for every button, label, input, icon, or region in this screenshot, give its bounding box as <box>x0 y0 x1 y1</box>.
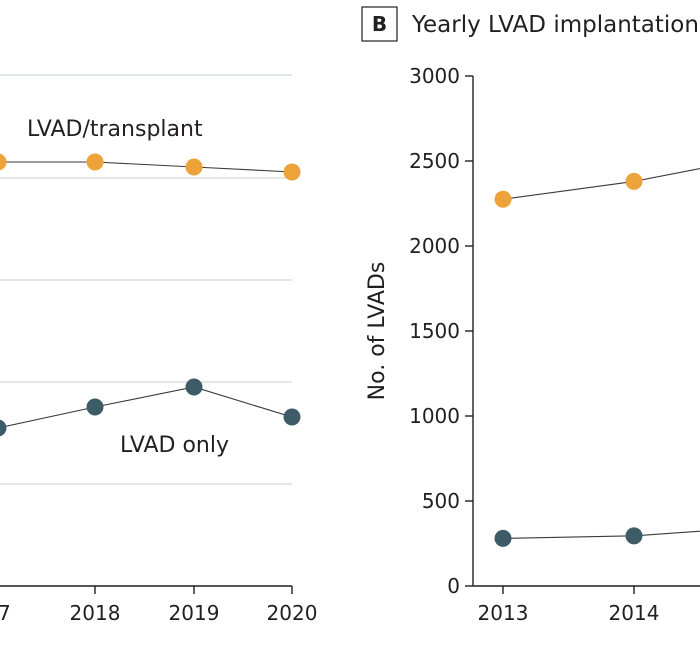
panel-a-data-point <box>86 153 104 171</box>
panel-a-data-point <box>86 398 104 416</box>
panel-b-data-point <box>625 527 643 545</box>
panel-b-y-tick-label: 2500 <box>409 149 460 173</box>
panel-b-x-tick-label: 2014 <box>609 601 660 625</box>
panel-a-data-point <box>0 153 7 171</box>
panel-a-data-point <box>283 408 301 426</box>
panel-a-series-line <box>0 161 293 173</box>
panel-b-y-tick-label: 500 <box>422 489 460 513</box>
panel-a-series-line <box>0 386 293 429</box>
panel-b-y-tick-label: 1000 <box>409 404 460 428</box>
panel-b-badge-letter: B <box>372 12 387 36</box>
panel-a: 17 2018 2019 2020 LVAD/transplant LVAD only <box>0 74 318 625</box>
panel-b-data-point <box>494 529 512 547</box>
panel-a-x-tick-label: 2020 <box>267 601 318 625</box>
panel-a-data-point <box>185 378 203 396</box>
panel-b-y-tick-label: 2000 <box>409 234 460 258</box>
panel-a-x-tick-label: 2018 <box>70 601 121 625</box>
panel-b-data-point <box>625 172 643 190</box>
panel-a-series-label-transplant: LVAD/transplant <box>27 117 203 142</box>
panel-a-x-tick-label: 17 <box>0 601 11 625</box>
panel-a-x-tick-label: 2019 <box>169 601 220 625</box>
panel-b-x-tick-label: 2013 <box>478 601 529 625</box>
panel-b-y-tick-label: 1500 <box>409 319 460 343</box>
panel-b-series-line <box>502 530 700 539</box>
panel-b-y-axis-label: No. of LVADs <box>365 262 390 401</box>
panel-a-data-point <box>283 163 301 181</box>
panel-b-y-tick-label: 3000 <box>409 64 460 88</box>
panel-b-title: Yearly LVAD implantations <box>411 12 700 38</box>
panel-a-data-point <box>0 419 7 437</box>
panel-b-data-point <box>494 190 512 208</box>
panel-b-y-tick-label: 0 <box>447 574 460 598</box>
panel-b-badge-box <box>361 6 398 42</box>
panel-b: B Yearly LVAD implantations 0 500 1000 1500 20… <box>361 6 700 625</box>
panel-a-series-label-lvad-only: LVAD only <box>120 433 229 458</box>
panel-a-data-point <box>185 158 203 176</box>
panel-b-series-line <box>502 167 700 200</box>
